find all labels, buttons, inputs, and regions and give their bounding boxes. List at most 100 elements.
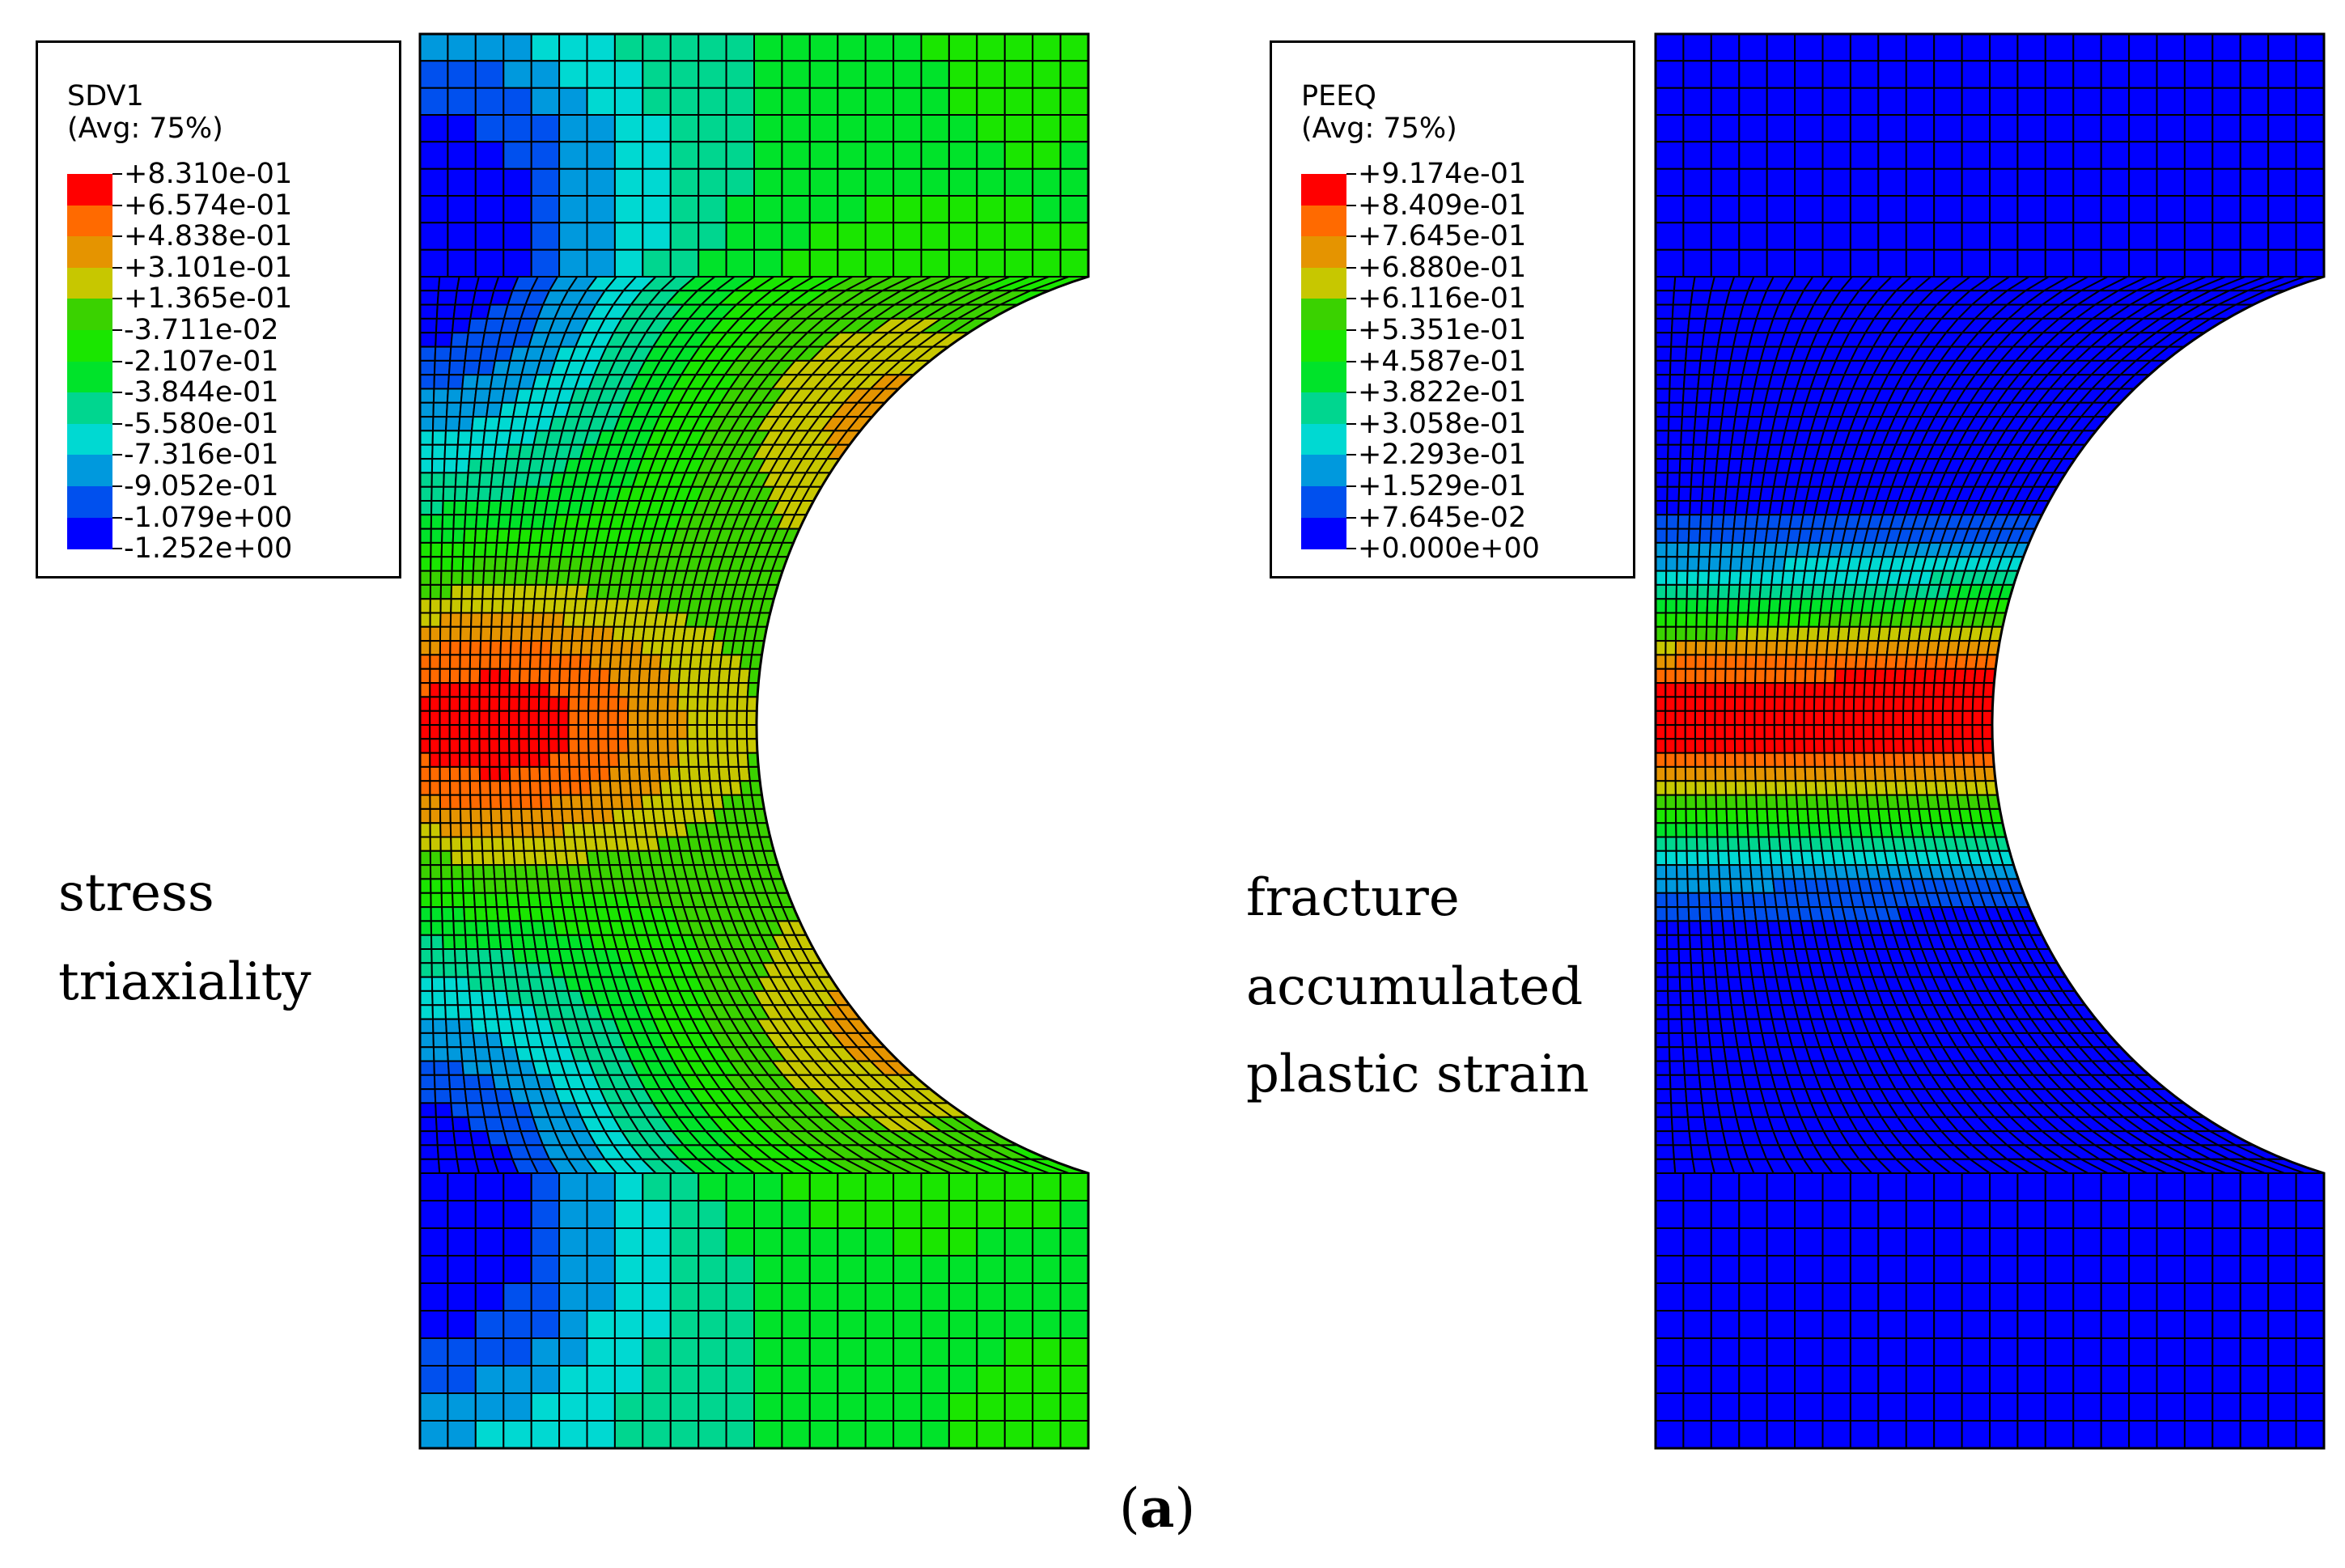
mesh-element (2100, 1172, 2131, 1201)
mesh-element (607, 738, 620, 754)
mesh-element (1694, 780, 1707, 796)
mesh-element (443, 976, 458, 992)
mesh-element (613, 87, 644, 116)
mesh-element (1003, 1310, 1034, 1339)
mesh-element (2239, 114, 2270, 143)
mesh-element (444, 1004, 460, 1020)
mesh-element (530, 625, 544, 642)
mesh-element (1961, 1282, 1991, 1312)
mesh-element (530, 87, 561, 116)
mesh-element (498, 654, 511, 670)
mesh-element (577, 710, 590, 726)
mesh-element (2128, 34, 2158, 62)
mesh-element (2239, 1337, 2270, 1367)
mesh-element (1003, 60, 1034, 89)
mesh-element (864, 1200, 895, 1229)
mesh-element (1656, 303, 1674, 320)
mesh-element (1862, 710, 1875, 726)
mesh-element (1059, 34, 1088, 62)
mesh-element (478, 710, 490, 726)
mesh-element (1656, 752, 1667, 768)
mesh-element (1821, 222, 1851, 251)
mesh-element (518, 724, 530, 740)
mesh-element (1724, 738, 1736, 754)
mesh-element (642, 34, 672, 62)
mesh-element (1738, 114, 1768, 143)
mesh-element (587, 696, 600, 712)
mesh-element (2100, 1255, 2131, 1284)
mesh-element (1872, 710, 1885, 726)
mesh-element (2211, 1365, 2241, 1394)
mesh-element (430, 920, 444, 936)
mesh-element (1989, 1255, 2019, 1284)
mesh-element (2295, 1282, 2324, 1312)
mesh-element (429, 850, 443, 867)
mesh-element (1794, 114, 1824, 143)
mesh-element (1734, 654, 1747, 670)
mesh-element (1656, 1172, 1685, 1201)
mesh-element (1706, 612, 1719, 628)
mesh-element (1793, 752, 1806, 768)
mesh-element (577, 724, 590, 740)
mesh-element (1744, 667, 1757, 684)
mesh-element (1725, 807, 1738, 824)
mesh-element (2211, 1310, 2241, 1339)
mesh-element (2156, 1282, 2186, 1312)
mesh-element (449, 345, 468, 362)
mesh-element (781, 1420, 811, 1448)
mesh-element (432, 1046, 449, 1062)
mesh-element (1961, 1392, 1991, 1422)
mesh-element (1922, 738, 1935, 754)
mesh-element (2016, 1392, 2046, 1422)
mesh-element (1694, 667, 1707, 684)
mesh-element (669, 87, 700, 116)
mesh-element (697, 752, 710, 768)
mesh-element (2016, 1172, 2046, 1201)
mesh-element (1775, 794, 1788, 810)
mesh-element (1694, 752, 1707, 768)
mesh-element (520, 625, 533, 642)
mesh-element (698, 1420, 727, 1448)
mesh-element (1656, 583, 1668, 600)
mesh-element (420, 934, 433, 950)
mesh-element (1794, 1227, 1824, 1257)
mesh-element (1942, 682, 1956, 698)
mesh-element (2267, 114, 2297, 143)
mesh-element (607, 710, 619, 726)
mesh-element (948, 222, 978, 251)
mesh-element (420, 458, 434, 474)
mesh-element (1794, 1310, 1824, 1339)
mesh-element (558, 141, 588, 170)
mesh-element (469, 625, 482, 642)
mesh-element (2211, 60, 2241, 89)
mesh-element (1849, 1172, 1880, 1201)
mesh-element (1656, 625, 1667, 642)
mesh-element (1682, 34, 1712, 62)
mesh-element (420, 401, 435, 418)
mesh-element (558, 1420, 588, 1448)
mesh-element (1842, 682, 1856, 698)
mesh-element (725, 60, 755, 89)
mesh-element (1821, 248, 1851, 278)
mesh-element (2211, 248, 2241, 278)
mesh-element (1682, 1392, 1712, 1422)
mesh-element (642, 222, 672, 251)
mesh-element (420, 724, 431, 740)
mesh-element (502, 141, 532, 170)
mesh-element (893, 195, 922, 224)
mesh-element (1773, 710, 1786, 726)
mesh-element (1682, 1060, 1700, 1076)
mesh-element (1763, 752, 1776, 768)
mesh-element (2156, 34, 2186, 62)
mesh-element (2156, 248, 2186, 278)
mesh-element (745, 724, 758, 740)
mesh-element (478, 696, 490, 712)
mesh-element (1849, 248, 1880, 278)
mesh-element (1656, 794, 1667, 810)
mesh-element (676, 752, 690, 768)
mesh-element (432, 1032, 448, 1049)
mesh-element (420, 141, 449, 170)
mesh-element (597, 738, 610, 754)
mesh-element (2239, 60, 2270, 89)
mesh-element (471, 583, 485, 600)
